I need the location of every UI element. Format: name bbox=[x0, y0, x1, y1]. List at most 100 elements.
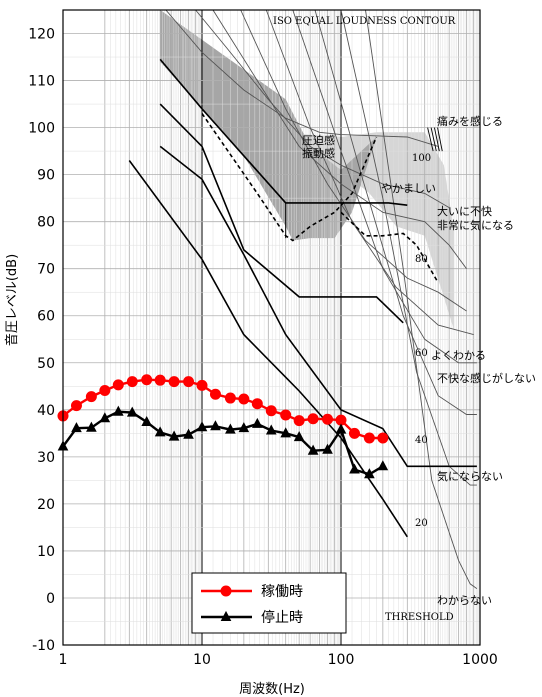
reference-contours bbox=[128, 9, 478, 589]
y-tick-label: 80 bbox=[37, 215, 55, 231]
iso-title: ISO EQUAL LOUDNESS CONTOUR bbox=[273, 16, 456, 27]
very-bothersome-label: 非常に気になる bbox=[437, 218, 514, 232]
data-point bbox=[99, 412, 111, 423]
x-tick-label: 1000 bbox=[462, 652, 498, 668]
criterion-line-well-perceived bbox=[159, 103, 404, 324]
contour-line-60 bbox=[265, 9, 474, 336]
plot-frame bbox=[62, 9, 481, 646]
x-tick-label: 1 bbox=[59, 652, 68, 668]
contour-line-100 bbox=[165, 9, 439, 147]
data-point bbox=[238, 393, 250, 405]
contour-label-20: 20 bbox=[415, 518, 428, 529]
data-point bbox=[363, 432, 375, 444]
data-point bbox=[280, 409, 292, 421]
contour-line-70 bbox=[240, 9, 467, 312]
vibration-label: 振動感 bbox=[302, 146, 335, 160]
y-tick-label: 10 bbox=[37, 544, 55, 560]
annotations: ISO EQUAL LOUDNESS CONTOUR THRESHOLD 圧迫感振動… bbox=[273, 16, 536, 623]
data-point bbox=[85, 391, 97, 403]
data-point bbox=[251, 417, 263, 428]
threshold-curve bbox=[365, 9, 478, 589]
well-perceived-label: よくわかる bbox=[431, 349, 486, 362]
y-tick-label: 20 bbox=[37, 497, 55, 513]
data-point bbox=[154, 426, 166, 437]
pressure-label: 圧迫感 bbox=[302, 133, 335, 147]
contour-label-80: 80 bbox=[415, 254, 428, 265]
data-point bbox=[265, 405, 277, 417]
data-point bbox=[126, 376, 138, 388]
contour-line-20 bbox=[340, 9, 477, 486]
contour-label-100: 100 bbox=[412, 153, 431, 164]
not-bothersome-label: 気にならない bbox=[437, 469, 503, 483]
data-point bbox=[99, 385, 111, 397]
y-tick-label: 50 bbox=[37, 356, 55, 372]
y-tick-label: 60 bbox=[37, 309, 55, 325]
data-series bbox=[57, 374, 389, 479]
data-point bbox=[196, 379, 208, 391]
data-point bbox=[265, 424, 277, 435]
data-point bbox=[335, 423, 347, 434]
y-tick-label: 70 bbox=[37, 262, 55, 278]
imperceptible-label: わからない bbox=[437, 594, 492, 607]
data-point bbox=[251, 398, 263, 410]
data-point bbox=[210, 420, 221, 431]
y-axis-label: 音圧レベル(dB) bbox=[4, 254, 20, 346]
data-point bbox=[377, 432, 389, 444]
very-unpleasant-label: 大いに不快 bbox=[437, 204, 492, 218]
criterion-line-bothersome bbox=[340, 211, 439, 284]
data-point bbox=[209, 388, 221, 400]
y-tick-label: 40 bbox=[37, 403, 55, 419]
y-tick-label: 100 bbox=[28, 121, 55, 137]
noisy-label: やかましい bbox=[381, 182, 436, 195]
data-point bbox=[224, 392, 236, 404]
data-point bbox=[154, 374, 166, 386]
contour-line-40 bbox=[314, 9, 477, 415]
data-point bbox=[307, 444, 319, 455]
pain-hatch bbox=[437, 127, 443, 152]
threshold-label: THRESHOLD bbox=[385, 612, 454, 623]
data-point bbox=[112, 405, 124, 416]
y-tick-label: 30 bbox=[37, 450, 55, 466]
data-point bbox=[70, 400, 82, 412]
legend-marker bbox=[220, 585, 232, 597]
legend-label: 稼働時 bbox=[261, 584, 303, 600]
legend-label: 停止時 bbox=[261, 609, 303, 626]
data-point bbox=[322, 443, 333, 454]
data-point bbox=[168, 376, 180, 388]
pain-hatch bbox=[427, 127, 434, 152]
y-tick-label: 120 bbox=[28, 27, 55, 43]
criterion-line-lower bbox=[128, 160, 408, 538]
data-point bbox=[86, 421, 97, 432]
pain-hatch bbox=[433, 127, 440, 152]
contour-line-90 bbox=[195, 9, 450, 208]
x-axis-label: 周波数(Hz) bbox=[239, 682, 305, 697]
data-point bbox=[168, 430, 180, 441]
criterion-line-not-bothersome bbox=[159, 145, 477, 468]
data-point bbox=[322, 413, 334, 425]
data-point bbox=[349, 463, 360, 474]
legend-box bbox=[191, 572, 347, 634]
contour-label-40: 40 bbox=[415, 435, 428, 446]
data-point bbox=[377, 460, 389, 471]
unpleasant-feeling-label: 不快な感じがしない bbox=[437, 371, 536, 385]
criterion-line-pressure bbox=[201, 113, 378, 242]
data-point bbox=[71, 422, 82, 433]
y-tick-label: 90 bbox=[37, 168, 55, 184]
x-tick-label: 100 bbox=[328, 652, 355, 668]
data-point bbox=[307, 413, 319, 425]
data-point bbox=[293, 415, 305, 427]
legend-marker bbox=[220, 610, 232, 621]
contour-line-80 bbox=[212, 9, 467, 269]
pain-hatch bbox=[430, 127, 437, 152]
y-tick-label: 110 bbox=[28, 74, 55, 90]
data-point bbox=[293, 431, 305, 442]
data-point bbox=[141, 415, 153, 427]
data-point bbox=[183, 428, 194, 439]
data-point bbox=[280, 427, 292, 438]
data-point bbox=[183, 376, 195, 388]
pain-label: 痛みを感じる bbox=[437, 114, 503, 128]
